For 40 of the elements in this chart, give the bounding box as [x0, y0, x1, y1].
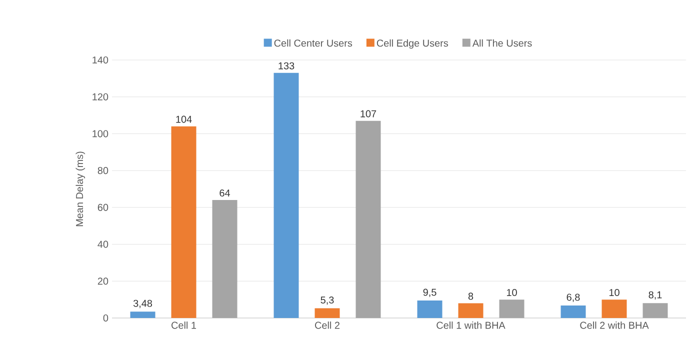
- y-tick-label: 0: [103, 314, 108, 322]
- data-label: 133: [278, 62, 294, 70]
- x-tick-label: Cell 2 with BHA: [580, 322, 649, 329]
- data-label: 6,8: [566, 294, 580, 302]
- bar: [417, 300, 442, 318]
- x-tick-label: Cell 2: [315, 322, 340, 329]
- data-label: 10: [609, 289, 620, 296]
- bar: [274, 72, 299, 318]
- bar: [602, 300, 627, 318]
- data-label: 64: [220, 189, 230, 197]
- data-label: 107: [360, 110, 376, 118]
- legend-label: Cell Center Users: [274, 39, 352, 47]
- data-label: 104: [176, 116, 192, 123]
- bar: [212, 200, 238, 318]
- x-tick-label: Cell 1 with BHA: [436, 322, 506, 329]
- y-tick-label: 60: [98, 204, 108, 211]
- bar: [356, 120, 381, 318]
- legend-label: All The Users: [472, 39, 532, 47]
- y-tick-label: 100: [92, 130, 108, 138]
- bar: [560, 305, 586, 318]
- y-tick-label: 40: [98, 240, 108, 248]
- data-label: 9,5: [423, 288, 436, 297]
- y-tick-label: 80: [98, 167, 108, 174]
- bar: [642, 303, 668, 318]
- data-label: 10: [506, 289, 517, 296]
- y-tick-label: 20: [98, 278, 108, 285]
- bar: [171, 126, 196, 318]
- bar: [458, 303, 484, 318]
- bar: [499, 300, 524, 318]
- data-label: 3,48: [133, 300, 152, 308]
- y-axis-title: Mean Delay (ms): [76, 152, 86, 226]
- legend-label: Cell Edge Users: [376, 39, 448, 49]
- data-label: 8: [468, 292, 474, 300]
- y-tick-label: 140: [92, 56, 108, 64]
- data-label: 5,3: [320, 296, 334, 305]
- data-label: 8,1: [648, 291, 662, 300]
- bar: [314, 308, 340, 318]
- x-tick-label: Cell 1: [172, 322, 196, 329]
- bar: [130, 312, 156, 318]
- y-tick-label: 120: [92, 93, 108, 100]
